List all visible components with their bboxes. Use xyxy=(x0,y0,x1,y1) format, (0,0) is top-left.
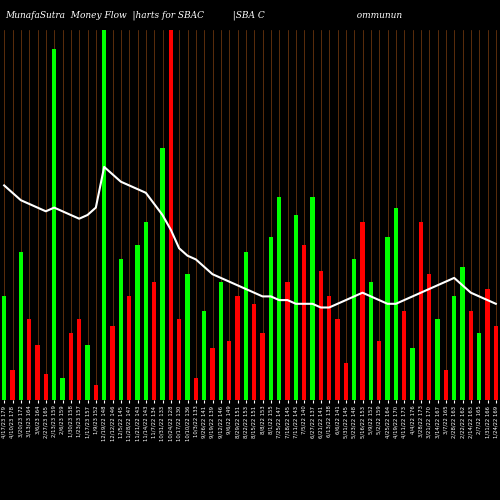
Bar xyxy=(94,385,98,400)
Bar xyxy=(235,296,240,400)
Bar xyxy=(352,260,356,400)
Bar xyxy=(452,296,456,400)
Bar xyxy=(44,374,48,400)
Bar xyxy=(302,244,306,400)
Bar xyxy=(185,274,190,400)
Bar xyxy=(177,318,182,400)
Bar xyxy=(427,274,432,400)
Bar xyxy=(10,370,15,400)
Bar xyxy=(394,208,398,400)
Bar xyxy=(35,344,40,400)
Bar xyxy=(268,237,273,400)
Bar xyxy=(294,215,298,400)
Bar xyxy=(127,296,132,400)
Bar xyxy=(194,378,198,400)
Bar xyxy=(60,378,65,400)
Bar xyxy=(410,348,415,400)
Bar xyxy=(244,252,248,400)
Bar xyxy=(102,30,106,400)
Bar xyxy=(160,148,165,400)
Bar xyxy=(168,30,173,400)
Bar xyxy=(402,311,406,400)
Bar xyxy=(435,318,440,400)
Text: MunafaSutra  Money Flow  |harts for SBAC          |SBA C                        : MunafaSutra Money Flow |harts for SBAC |… xyxy=(5,10,402,20)
Bar xyxy=(252,304,256,400)
Bar xyxy=(110,326,115,400)
Bar xyxy=(144,222,148,400)
Bar xyxy=(218,282,223,400)
Bar xyxy=(118,260,123,400)
Bar xyxy=(285,282,290,400)
Bar xyxy=(335,318,340,400)
Bar xyxy=(27,318,32,400)
Bar xyxy=(2,296,6,400)
Bar xyxy=(377,341,382,400)
Bar xyxy=(310,196,315,400)
Bar xyxy=(210,348,215,400)
Bar xyxy=(318,270,323,400)
Bar xyxy=(494,326,498,400)
Bar xyxy=(344,363,348,400)
Bar xyxy=(444,370,448,400)
Bar xyxy=(227,341,232,400)
Bar xyxy=(68,334,73,400)
Bar xyxy=(135,244,140,400)
Bar xyxy=(385,237,390,400)
Bar xyxy=(327,296,332,400)
Bar xyxy=(77,318,82,400)
Bar xyxy=(260,334,265,400)
Bar xyxy=(18,252,23,400)
Bar xyxy=(360,222,365,400)
Bar xyxy=(277,196,281,400)
Bar xyxy=(477,334,482,400)
Bar xyxy=(202,311,206,400)
Bar xyxy=(485,289,490,400)
Bar xyxy=(85,344,90,400)
Bar xyxy=(52,48,56,400)
Bar xyxy=(418,222,423,400)
Bar xyxy=(468,311,473,400)
Bar xyxy=(460,267,465,400)
Bar xyxy=(368,282,373,400)
Bar xyxy=(152,282,156,400)
